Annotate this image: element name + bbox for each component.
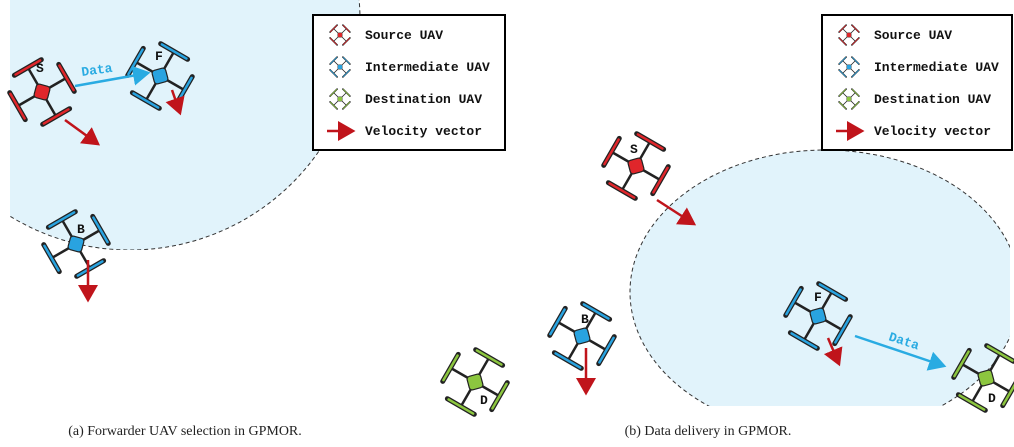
caption: (a) Forwarder UAV selection in GPMOR.	[68, 424, 302, 439]
uav-body	[809, 307, 826, 324]
uav-body	[847, 65, 851, 69]
uav-rotor	[449, 394, 473, 418]
uav-body	[847, 97, 851, 101]
uav-body	[338, 33, 342, 37]
caption: (b) Data delivery in GPMOR.	[625, 424, 792, 439]
uav-body	[977, 369, 994, 386]
uav-rotor	[960, 390, 984, 414]
legend-label: Intermediate UAV	[365, 60, 490, 75]
uav-rotor	[39, 246, 63, 270]
page: {"panels": [ {"legend": ["Source UAV", "…	[0, 0, 1014, 447]
uav-body	[847, 33, 851, 37]
uav	[598, 128, 674, 204]
legend-label: Source UAV	[365, 28, 443, 43]
node-label: D	[480, 393, 488, 408]
uav-rotor	[594, 338, 618, 362]
uav-body	[338, 97, 342, 101]
legend-label: Destination UAV	[874, 92, 991, 107]
node-label: S	[630, 142, 638, 157]
node-label: B	[77, 222, 85, 237]
uav-rotor	[438, 356, 462, 380]
uav-body	[151, 67, 168, 84]
uav-rotor	[477, 345, 501, 369]
uav-body	[33, 83, 50, 100]
node-label: F	[814, 290, 822, 305]
uav-rotor	[638, 129, 662, 153]
range-area	[0, 0, 360, 250]
uav-rotor	[78, 256, 102, 280]
uav-body	[466, 373, 483, 390]
uav-rotor	[599, 140, 623, 164]
uav	[437, 344, 513, 420]
legend-label: Destination UAV	[365, 92, 482, 107]
node-label: D	[988, 391, 996, 406]
uav-rotor	[487, 384, 511, 408]
legend-label: Velocity vector	[874, 124, 991, 139]
uav-rotor	[998, 380, 1014, 404]
uav-rotor	[610, 178, 634, 202]
uav-body	[67, 235, 84, 252]
uav-body	[573, 327, 590, 344]
uav	[544, 298, 620, 374]
legend-label: Source UAV	[874, 28, 952, 43]
uav-body	[338, 65, 342, 69]
legend-label: Velocity vector	[365, 124, 482, 139]
node-label: F	[155, 49, 163, 64]
legend-label: Intermediate UAV	[874, 60, 999, 75]
uav-rotor	[556, 348, 580, 372]
figure: Data Data S F B S B D F D Source UAVInte…	[0, 0, 1014, 447]
node-label: B	[581, 312, 589, 327]
uav-rotor	[648, 168, 672, 192]
uav-body	[627, 157, 644, 174]
range-area	[630, 150, 1014, 434]
node-label: S	[36, 61, 44, 76]
uav-rotor	[545, 310, 569, 334]
